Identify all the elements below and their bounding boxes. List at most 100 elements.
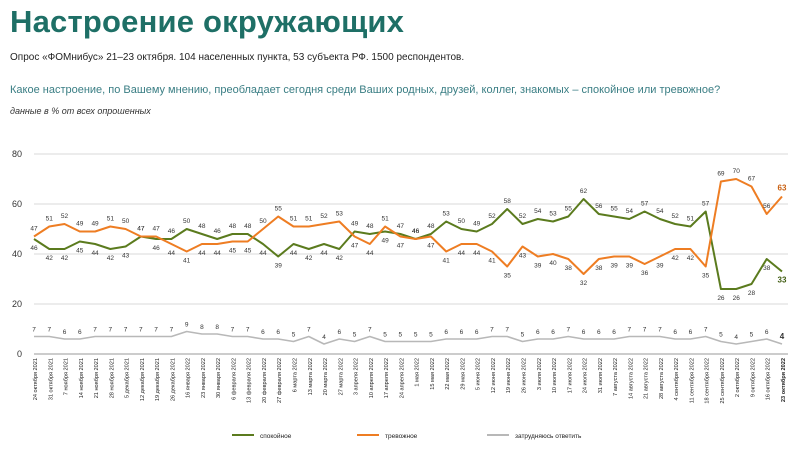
data-label: 7: [704, 327, 708, 334]
x-tick-label: 21 ноября 2021: [94, 358, 100, 398]
data-label: 4: [734, 334, 738, 341]
data-label: 47: [397, 223, 405, 230]
data-label: 52: [61, 213, 69, 220]
data-label: 7: [47, 327, 51, 334]
data-label: 70: [733, 168, 741, 175]
data-label: 44: [198, 250, 206, 257]
data-label: 39: [275, 263, 283, 270]
data-label: 46: [153, 245, 161, 252]
data-label: 7: [109, 327, 113, 334]
data-label: 6: [78, 329, 82, 336]
data-label: 7: [154, 327, 158, 334]
data-label: 6: [460, 329, 464, 336]
data-label: 62: [580, 188, 588, 195]
data-label: 51: [687, 216, 695, 223]
legend-label: затрудняюсь ответить: [515, 433, 582, 440]
data-label: 54: [626, 208, 634, 215]
data-label: 38: [763, 265, 771, 272]
data-label: 47: [153, 226, 161, 233]
data-label: 7: [490, 327, 494, 334]
survey-subtitle: Опрос «ФОМнибус» 21–23 октября. 104 насе…: [10, 52, 465, 63]
data-label: 7: [231, 327, 235, 334]
data-label: 38: [565, 265, 573, 272]
data-label: 56: [763, 203, 771, 210]
data-label: 26: [733, 295, 741, 302]
data-label: 48: [229, 223, 237, 230]
data-label: 47: [30, 226, 38, 233]
data-label: 45: [229, 248, 237, 255]
series-line: [33, 178, 783, 275]
data-label: 49: [351, 221, 359, 228]
data-label: 44: [473, 250, 481, 257]
x-tick-label: 21 августа 2022: [644, 358, 650, 399]
legend-label: спокойное: [260, 432, 292, 440]
x-tick-label: 10 июля 2022: [552, 358, 558, 393]
y-tick-label: 0: [17, 349, 22, 359]
x-tick-label: 5 декабря 2021: [125, 358, 131, 398]
series-line: [34, 330, 783, 345]
data-label: 41: [488, 258, 496, 265]
page-title: Настроение окружающих: [10, 4, 405, 39]
data-label: 7: [658, 327, 662, 334]
data-label: 51: [107, 216, 115, 223]
data-label: 5: [429, 332, 433, 339]
x-tick-label: 14 августа 2022: [628, 358, 634, 399]
x-tick-label: 19 июня 2022: [506, 358, 512, 393]
data-label: 44: [168, 250, 176, 257]
data-label: 50: [458, 218, 466, 225]
x-tick-label: 7 августа 2022: [613, 358, 619, 396]
data-label: 7: [307, 327, 311, 334]
data-label: 5: [353, 332, 357, 339]
data-label: 44: [214, 250, 222, 257]
data-label: 5: [399, 332, 403, 339]
data-label: 6: [582, 329, 586, 336]
data-label: 4: [780, 332, 785, 341]
data-label: 55: [275, 206, 283, 213]
x-tick-label: 20 февраля 2022: [262, 358, 268, 403]
data-label: 7: [139, 327, 143, 334]
x-tick-label: 13 февраля 2022: [247, 358, 253, 403]
data-label: 6: [261, 329, 265, 336]
x-tick-label: 17 июля 2022: [567, 358, 573, 393]
units-note: данные в % от всех опрошенных: [10, 106, 151, 116]
y-tick-label: 20: [12, 299, 22, 309]
x-tick-label: 13 марта 2022: [308, 358, 314, 395]
data-label: 48: [198, 223, 206, 230]
data-label: 32: [580, 280, 588, 287]
data-label: 52: [488, 213, 496, 220]
x-tick-label: 7 ноября 2021: [64, 358, 70, 395]
data-label: 44: [366, 250, 374, 257]
data-label: 48: [427, 223, 435, 230]
data-label: 6: [337, 329, 341, 336]
data-label: 49: [91, 221, 99, 228]
data-label: 5: [521, 332, 525, 339]
data-label: 7: [32, 327, 36, 334]
data-label: 49: [473, 221, 481, 228]
x-tick-label: 5 июня 2022: [476, 358, 482, 390]
data-label: 35: [702, 273, 710, 280]
data-label: 7: [505, 327, 509, 334]
data-label: 42: [672, 255, 680, 262]
data-label: 52: [519, 213, 527, 220]
data-label: 7: [566, 327, 570, 334]
data-label: 6: [475, 329, 479, 336]
data-label: 6: [551, 329, 555, 336]
data-label: 47: [427, 243, 435, 250]
data-label: 47: [137, 226, 145, 233]
data-label: 42: [107, 255, 115, 262]
data-label: 51: [46, 216, 54, 223]
data-label: 54: [656, 208, 664, 215]
x-tick-label: 15 мая 2022: [430, 358, 436, 390]
x-tick-label: 3 июля 2022: [537, 358, 543, 390]
data-label: 45: [244, 248, 252, 255]
data-label: 42: [305, 255, 313, 262]
data-label: 50: [259, 218, 267, 225]
x-tick-label: 11 сентября 2022: [689, 358, 695, 403]
data-label: 67: [748, 176, 756, 183]
x-tick-label: 26 декабря 2021: [170, 358, 176, 401]
data-label: 41: [183, 258, 191, 265]
data-label: 41: [443, 258, 451, 265]
series-line: [33, 198, 783, 290]
data-label: 43: [122, 253, 130, 260]
